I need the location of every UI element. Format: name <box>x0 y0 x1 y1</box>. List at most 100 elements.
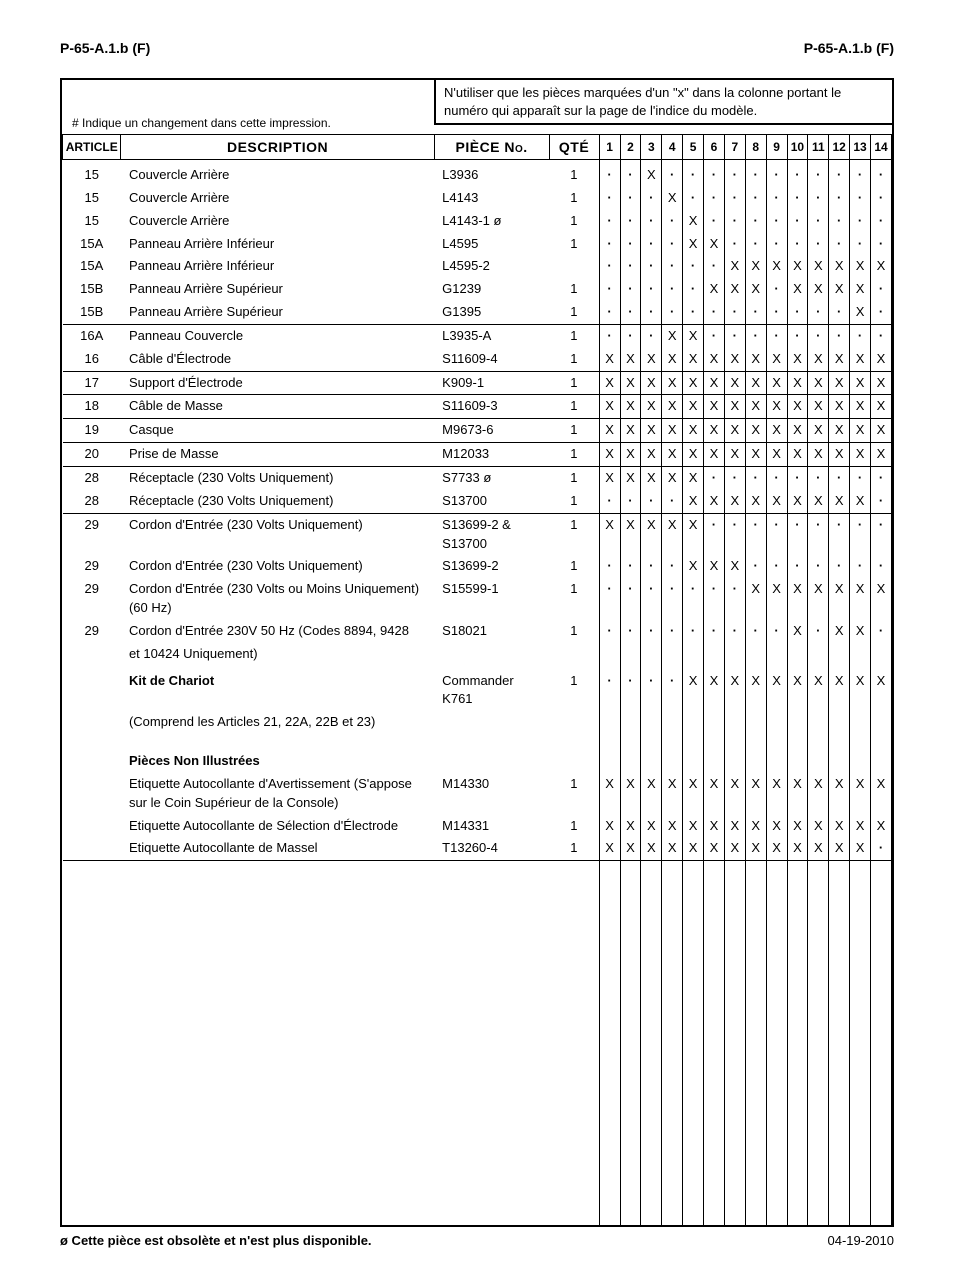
mark-cell: · <box>745 513 766 555</box>
mark-cell: X <box>704 233 725 256</box>
mark-cell: X <box>662 466 683 489</box>
mark-cell: · <box>850 187 871 210</box>
mark-cell: X <box>787 371 808 395</box>
mark-cell: · <box>787 324 808 347</box>
mark-cell: X <box>808 278 829 301</box>
cell-description: Cordon d'Entrée (230 Volts Uniquement) <box>121 555 434 578</box>
cell-description: Couvercle Arrière <box>121 187 434 210</box>
mark-cell: X <box>808 670 829 712</box>
mark-cell: · <box>662 620 683 643</box>
mark-cell: · <box>871 210 892 233</box>
mark-cell: · <box>599 301 620 324</box>
mark-cell: X <box>704 555 725 578</box>
table-row: 15Couvercle ArrièreL39361··X··········· <box>63 164 892 187</box>
mark-cell: X <box>724 490 745 513</box>
mark-cell: X <box>599 513 620 555</box>
mark-cell: X <box>620 371 641 395</box>
mark-cell <box>850 711 871 734</box>
mark-cell: X <box>704 837 725 860</box>
mark-cell <box>683 711 704 734</box>
kit-body: Kit de ChariotCommander K7611····XXXXXXX… <box>63 666 892 739</box>
col-5: 5 <box>683 135 704 160</box>
mark-cell: X <box>745 443 766 467</box>
cell-description: Couvercle Arrière <box>121 210 434 233</box>
mark-cell: X <box>850 278 871 301</box>
mark-cell: X <box>683 773 704 815</box>
cell-qty: 1 <box>549 419 599 443</box>
obsolete-note: ø Cette pièce est obsolète et n'est plus… <box>60 1233 372 1248</box>
mark-cell: X <box>683 837 704 860</box>
mark-cell: · <box>662 301 683 324</box>
cell-piece: G1395 <box>434 301 549 324</box>
mark-cell: X <box>641 395 662 419</box>
mark-cell: · <box>871 301 892 324</box>
col-piece: PIÈCE No. <box>434 135 549 160</box>
col-qte: QTÉ <box>549 135 599 160</box>
mark-cell: X <box>641 773 662 815</box>
mark-cell: X <box>871 419 892 443</box>
col-9: 9 <box>766 135 787 160</box>
mark-cell: X <box>787 348 808 371</box>
mark-cell: X <box>641 164 662 187</box>
table-row: 28Réceptacle (230 Volts Uniquement)S1370… <box>63 490 892 513</box>
cell-piece <box>434 643 549 666</box>
mark-cell: X <box>850 490 871 513</box>
cell-description: Panneau Couvercle <box>121 324 434 347</box>
mark-cell: · <box>745 555 766 578</box>
col-10: 10 <box>787 135 808 160</box>
mark-cell: · <box>766 555 787 578</box>
page-footer: ø Cette pièce est obsolète et n'est plus… <box>60 1233 894 1248</box>
table-row: 15BPanneau Arrière SupérieurG12391·····X… <box>63 278 892 301</box>
mark-cell: X <box>683 419 704 443</box>
mark-cell: · <box>829 233 850 256</box>
table-frame: N'utiliser que les pièces marquées d'un … <box>60 78 894 1227</box>
cell-piece: L4143-1 ø <box>434 210 549 233</box>
cell-piece: S13700 <box>434 490 549 513</box>
mark-cell: · <box>641 301 662 324</box>
mark-cell: X <box>724 555 745 578</box>
mark-cell: · <box>850 324 871 347</box>
cell-description: Cordon d'Entrée 230V 50 Hz (Codes 8894, … <box>121 620 434 643</box>
mark-cell: X <box>641 348 662 371</box>
mark-cell: · <box>704 301 725 324</box>
mark-cell: · <box>724 620 745 643</box>
mark-cell: · <box>599 555 620 578</box>
cell-piece: S13699-2 <box>434 555 549 578</box>
mark-cell: · <box>871 164 892 187</box>
mark-cell: · <box>829 187 850 210</box>
table-row: 29Cordon d'Entrée (230 Volts ou Moins Un… <box>63 578 892 620</box>
mark-cell: X <box>850 815 871 838</box>
mark-cell: · <box>704 255 725 278</box>
mark-cell: X <box>871 348 892 371</box>
mark-cell: X <box>787 255 808 278</box>
mark-cell: X <box>745 419 766 443</box>
mark-cell: · <box>871 233 892 256</box>
mark-cell: · <box>662 578 683 620</box>
mark-cell: · <box>787 555 808 578</box>
mark-cell: X <box>829 837 850 860</box>
mark-cell: · <box>724 210 745 233</box>
table-head: ARTICLE DESCRIPTION PIÈCE No. QTÉ 123456… <box>63 135 892 160</box>
mark-cell: X <box>683 324 704 347</box>
cell-piece: M14331 <box>434 815 549 838</box>
mark-cell: · <box>641 578 662 620</box>
cell-article: 15B <box>63 301 121 324</box>
cell-article: 28 <box>63 466 121 489</box>
cell-article: 17 <box>63 371 121 395</box>
mark-cell: · <box>641 278 662 301</box>
mark-cell: · <box>704 466 725 489</box>
mark-cell: · <box>599 670 620 712</box>
mark-cell: · <box>599 620 620 643</box>
table-row: 16Câble d'ÉlectrodeS11609-41XXXXXXXXXXXX… <box>63 348 892 371</box>
mark-cell: · <box>829 555 850 578</box>
mark-cell: X <box>704 371 725 395</box>
mark-cell: · <box>641 555 662 578</box>
cell-qty <box>549 643 599 666</box>
cell-article: 16 <box>63 348 121 371</box>
mark-cell: X <box>787 490 808 513</box>
mark-cell: X <box>662 371 683 395</box>
mark-cell: X <box>620 395 641 419</box>
cell-qty: 1 <box>549 815 599 838</box>
mark-cell: X <box>683 233 704 256</box>
mark-cell: · <box>871 555 892 578</box>
